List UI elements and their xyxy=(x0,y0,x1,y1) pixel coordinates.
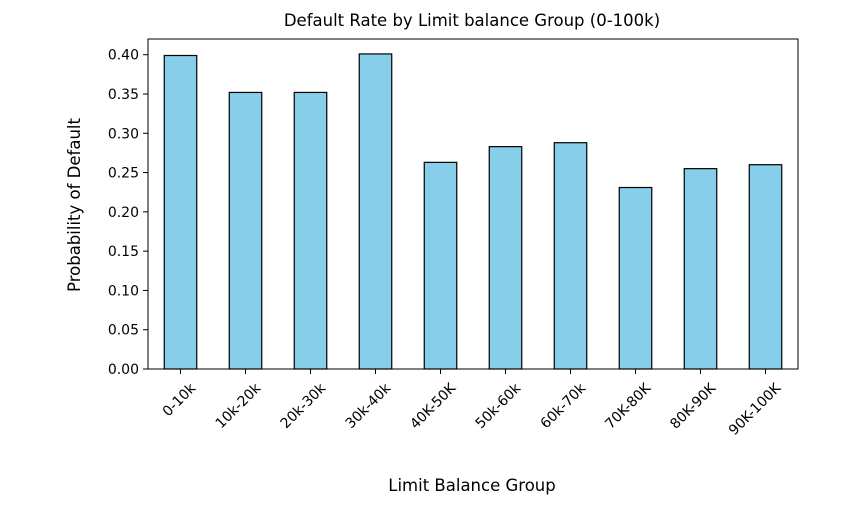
bar-2 xyxy=(228,91,263,370)
bar-8 xyxy=(618,186,653,370)
y-tick-label: 0.30 xyxy=(108,126,139,142)
bar-4 xyxy=(358,53,393,370)
y-axis: 0.00 0.05 0.10 0.15 0.20 0.25 0.30 0.35 0.40 xyxy=(108,48,148,378)
x-tick-label: 80K-90K xyxy=(667,380,720,433)
x-axis-label: Limit Balance Group xyxy=(388,476,555,495)
y-tick-label: 0.05 xyxy=(108,323,139,339)
x-tick-label: 30k-40k xyxy=(343,380,395,432)
bar-1 xyxy=(163,54,198,370)
x-tick-label: 70K-80K xyxy=(602,380,655,433)
y-tick-label: 0.25 xyxy=(108,166,139,182)
y-tick-label: 0.20 xyxy=(108,205,139,221)
y-tick-label: 0.15 xyxy=(108,244,139,260)
bar-10 xyxy=(748,164,783,370)
chart-title: Default Rate by Limit balance Group (0-1… xyxy=(284,11,660,30)
bar-9 xyxy=(683,168,718,370)
bars-group xyxy=(163,53,783,370)
x-axis: 0-10k 10k-20k 20k-30k 30k-40k 40K-50K 50k-60k… xyxy=(160,369,785,439)
bar-5 xyxy=(423,161,458,370)
y-tick-label: 0.10 xyxy=(108,283,139,299)
y-axis-label: Probability of Default xyxy=(65,118,84,292)
x-tick-label: 50k-60k xyxy=(473,380,525,432)
y-tick-label: 0.00 xyxy=(108,362,139,378)
y-tick-label: 0.35 xyxy=(108,87,139,103)
x-tick-label: 20k-30k xyxy=(278,380,330,432)
bar-7 xyxy=(553,142,588,370)
x-tick-label: 90K-100K xyxy=(726,380,785,439)
y-tick-label: 0.40 xyxy=(108,48,139,64)
bar-3 xyxy=(293,91,328,370)
x-tick-label: 10k-20k xyxy=(213,380,265,432)
x-tick-label: 0-10k xyxy=(160,380,200,420)
bar-6 xyxy=(488,146,523,370)
x-tick-label: 60k-70k xyxy=(538,380,590,432)
x-tick-label: 40K-50K xyxy=(407,380,460,433)
plot-frame xyxy=(147,38,799,370)
